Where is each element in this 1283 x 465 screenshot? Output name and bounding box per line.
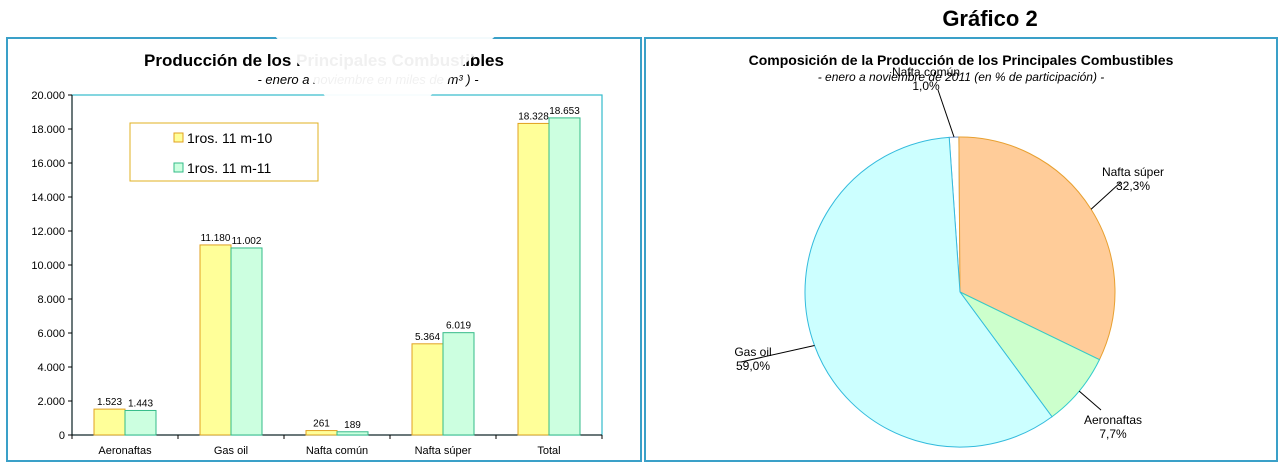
x-axis: Aeronaftas Gas oil Nafta común Nafta súper T… [71,434,603,457]
y-tick-label: 14.000 [31,192,65,204]
bar-data-label: 18.653 [549,106,580,117]
x-category-label: Total [537,445,560,457]
y-tick-label: 8.000 [37,294,65,306]
bar-data-label: 6.019 [446,321,471,332]
chart-legend: 1ros. 11 m-10 1ros. 11 m-11 [129,122,319,182]
pie-slice-name: Gas oil [734,345,771,359]
bar-series-1 [199,244,232,436]
pie-leader-line [1078,390,1102,411]
pie-slices [804,136,1116,448]
bar-data-label: 11.180 [201,233,231,244]
legend-label-series-2: 1ros. 11 m-11 [187,160,272,176]
y-tick-label: 10.000 [31,260,65,272]
bar-data-label: 261 [313,419,330,430]
y-tick-label: 18.000 [31,124,65,136]
y-tick-label: 12.000 [31,226,65,238]
legend-label-series-1: 1ros. 11 m-10 [187,130,273,146]
y-tick-label: 16.000 [31,158,65,170]
bar-series-2 [124,409,157,436]
x-category-label: Nafta común [306,445,368,457]
bar-series-2 [336,431,369,436]
pie-slice-percent: 7,7% [1099,427,1127,441]
pie-slice-name: Nafta súper [1102,165,1164,179]
y-tick-label: 2.000 [37,396,65,408]
bar-series-2 [230,247,263,436]
pie-leader-line [1090,181,1122,210]
pie-slice-percent: 1,0% [912,79,940,93]
bar-data-label: 5.364 [415,332,440,343]
x-category-label: Aeronaftas [98,445,152,457]
pie-leader-line [937,89,955,138]
pie-slice-percent: 59,0% [736,359,770,373]
x-category-label: Gas oil [214,445,248,457]
pie-chart-panel: Composición de la Producción de los Prin… [644,37,1278,462]
bar-data-label: 189 [344,420,361,431]
pie-chart-title: Composición de la Producción de los Prin… [749,52,1174,68]
bar-series-1 [411,343,444,436]
legend-swatch-series-2 [173,162,184,173]
bar-series [93,117,581,436]
bar-series-2 [442,332,475,436]
pie-chart: Composición de la Producción de los Prin… [734,52,1174,448]
pie-slice-percent: 32,3% [1116,179,1150,193]
x-category-label: Nafta súper [415,445,472,457]
pie-leader-lines [740,89,1122,411]
pie-slice-name: Aeronaftas [1084,413,1142,427]
bar-series-1 [93,408,126,436]
pie-chart-subtitle: - enero a noviembre de 2011 (en % de par… [818,70,1105,84]
data-labels: 1.523 1.443 11.180 11.002 261 189 5.364 6.019 18… [97,106,580,431]
overlay-smudge [270,0,515,110]
pie-slice-gas-oil [804,136,1053,448]
y-tick-label: 6.000 [37,328,65,340]
bar-series-1 [517,122,550,436]
bar-data-label: 1.523 [97,397,122,408]
bar-series-2 [548,117,581,436]
legend-swatch-series-1 [173,132,184,143]
bar-data-label: 11.002 [232,236,262,247]
pie-leader-line [740,345,815,363]
pie-slice-nafta-s-per [958,136,1116,361]
y-axis: 0 2.000 4.000 6.000 8.000 10.000 12.000 14.000 1… [31,90,73,442]
pie-slice-name: Nafta común [892,65,960,79]
bar-data-label: 1.443 [128,398,153,409]
bar-data-label: 18.328 [518,111,549,122]
y-tick-label: 0 [59,430,65,442]
bar-series-1 [305,430,338,436]
grafico-number-label: Gráfico 2 [942,6,1038,31]
y-tick-label: 4.000 [37,362,65,374]
legend-box [129,122,319,182]
y-tick-label: 20.000 [31,90,65,102]
